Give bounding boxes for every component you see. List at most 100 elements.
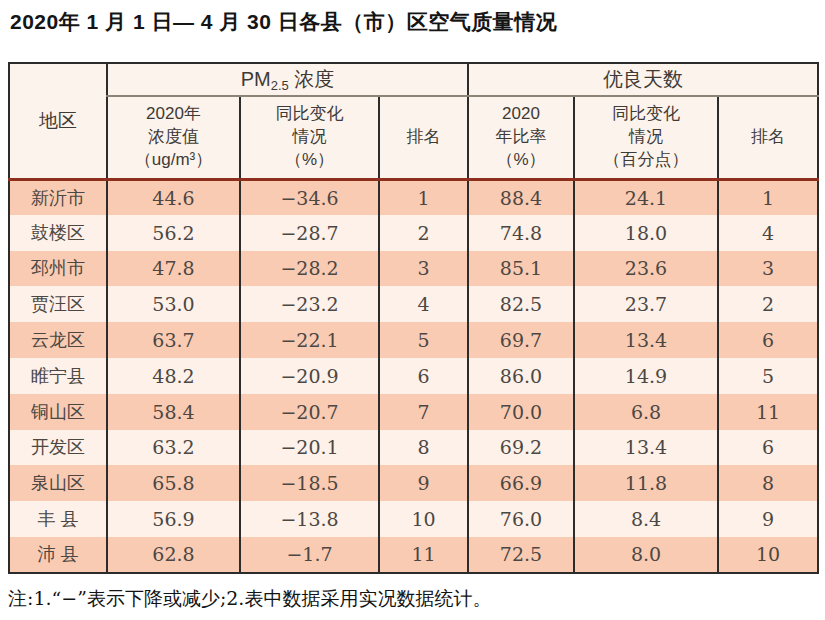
region-cell: 邳州市 xyxy=(9,251,107,287)
pm-rank-cell: 7 xyxy=(379,394,468,430)
table-row: 云龙区 63.7 −22.1 5 69.7 13.4 6 xyxy=(9,322,818,358)
good-ratio-cell: 82.5 xyxy=(468,286,574,322)
good-change-cell: 23.7 xyxy=(574,286,718,322)
good-ratio-header-line1: 2020 xyxy=(469,103,573,126)
pm-value-header-line3: （ug/m³） xyxy=(108,149,239,172)
region-cell: 云龙区 xyxy=(9,322,107,358)
pm-value-cell: 63.7 xyxy=(107,322,240,358)
good-change-cell: 13.4 xyxy=(574,430,718,466)
pm-value-cell: 58.4 xyxy=(107,394,240,430)
good-rank-cell: 3 xyxy=(718,251,818,287)
pm-change-cell: −13.8 xyxy=(240,501,379,537)
pm-change-cell: −34.6 xyxy=(240,179,379,215)
table-row: 鼓楼区 56.2 −28.7 2 74.8 18.0 4 xyxy=(9,215,818,251)
good-ratio-header-line3: （%） xyxy=(469,149,573,172)
good-rank-cell: 9 xyxy=(718,501,818,537)
good-rank-cell: 5 xyxy=(718,358,818,394)
pm-change-cell: −20.1 xyxy=(240,430,379,466)
good-rank-cell: 6 xyxy=(718,322,818,358)
good-ratio-cell: 85.1 xyxy=(468,251,574,287)
region-cell: 铜山区 xyxy=(9,394,107,430)
table-row: 邳州市 47.8 −28.2 3 85.1 23.6 3 xyxy=(9,251,818,287)
pm-value-cell: 48.2 xyxy=(107,358,240,394)
good-change-header-line1: 同比变化 xyxy=(575,103,717,126)
pm25-group-header: PM2.5 浓度 xyxy=(107,63,468,96)
pm-value-cell: 63.2 xyxy=(107,430,240,466)
pm-rank-cell: 4 xyxy=(379,286,468,322)
region-cell: 沛 县 xyxy=(9,537,107,573)
table-row: 泉山区 65.8 −18.5 9 66.9 11.8 8 xyxy=(9,465,818,501)
good-ratio-cell: 66.9 xyxy=(468,465,574,501)
pm-change-cell: −22.1 xyxy=(240,322,379,358)
good-change-cell: 14.9 xyxy=(574,358,718,394)
good-change-cell: 6.8 xyxy=(574,394,718,430)
pm-value-cell: 56.2 xyxy=(107,215,240,251)
good-rank-cell: 2 xyxy=(718,286,818,322)
region-cell: 睢宁县 xyxy=(9,358,107,394)
good-ratio-cell: 69.7 xyxy=(468,322,574,358)
pm-change-header-line1: 同比变化 xyxy=(241,103,378,126)
pm-value-cell: 56.9 xyxy=(107,501,240,537)
good-ratio-cell: 88.4 xyxy=(468,179,574,215)
pm-value-header: 2020年 浓度值 （ug/m³） xyxy=(107,96,240,179)
pm-rank-cell: 6 xyxy=(379,358,468,394)
table-row: 丰 县 56.9 −13.8 10 76.0 8.4 9 xyxy=(9,501,818,537)
good-days-group-header: 优良天数 xyxy=(468,63,818,96)
pm-value-cell: 53.0 xyxy=(107,286,240,322)
header-sub-row: 2020年 浓度值 （ug/m³） 同比变化 情况 （%） 排名 2020 年比… xyxy=(9,96,818,179)
good-rank-header: 排名 xyxy=(718,96,818,179)
region-cell: 鼓楼区 xyxy=(9,215,107,251)
good-ratio-header-line2: 年比率 xyxy=(469,126,573,149)
pm-rank-cell: 9 xyxy=(379,465,468,501)
good-rank-cell: 4 xyxy=(718,215,818,251)
pm-change-cell: −1.7 xyxy=(240,537,379,573)
pm-value-cell: 47.8 xyxy=(107,251,240,287)
pm-change-cell: −28.2 xyxy=(240,251,379,287)
good-ratio-cell: 69.2 xyxy=(468,430,574,466)
table-row: 睢宁县 48.2 −20.9 6 86.0 14.9 5 xyxy=(9,358,818,394)
table-header: 地区 PM2.5 浓度 优良天数 2020年 浓度值 （ug/m³） 同比变化 … xyxy=(9,63,818,179)
pm-value-header-line1: 2020年 xyxy=(108,103,239,126)
good-rank-cell: 8 xyxy=(718,465,818,501)
table-row: 新沂市 44.6 −34.6 1 88.4 24.1 1 xyxy=(9,179,818,215)
table-row: 铜山区 58.4 −20.7 7 70.0 6.8 11 xyxy=(9,394,818,430)
pm-value-cell: 65.8 xyxy=(107,465,240,501)
table-row: 沛 县 62.8 −1.7 11 72.5 8.0 10 xyxy=(9,537,818,573)
pm-rank-cell: 3 xyxy=(379,251,468,287)
good-change-cell: 8.4 xyxy=(574,501,718,537)
good-ratio-cell: 74.8 xyxy=(468,215,574,251)
good-ratio-header: 2020 年比率 （%） xyxy=(468,96,574,179)
pm-value-cell: 62.8 xyxy=(107,537,240,573)
region-cell: 丰 县 xyxy=(9,501,107,537)
good-change-cell: 23.6 xyxy=(574,251,718,287)
good-change-header: 同比变化 情况 （百分点） xyxy=(574,96,718,179)
air-quality-table: 地区 PM2.5 浓度 优良天数 2020年 浓度值 （ug/m³） 同比变化 … xyxy=(8,62,819,574)
pm-change-cell: −28.7 xyxy=(240,215,379,251)
pm-rank-cell: 11 xyxy=(379,537,468,573)
good-rank-cell: 1 xyxy=(718,179,818,215)
region-cell: 贾汪区 xyxy=(9,286,107,322)
good-rank-cell: 11 xyxy=(718,394,818,430)
pm-rank-cell: 1 xyxy=(379,179,468,215)
pm-change-cell: −23.2 xyxy=(240,286,379,322)
pm-rank-cell: 10 xyxy=(379,501,468,537)
pm-change-cell: −18.5 xyxy=(240,465,379,501)
good-ratio-cell: 76.0 xyxy=(468,501,574,537)
pm-change-header-line2: 情况 xyxy=(241,126,378,149)
good-change-header-line3: （百分点） xyxy=(575,149,717,172)
table-row: 贾汪区 53.0 −23.2 4 82.5 23.7 2 xyxy=(9,286,818,322)
good-rank-cell: 6 xyxy=(718,430,818,466)
region-cell: 新沂市 xyxy=(9,179,107,215)
pm-rank-cell: 5 xyxy=(379,322,468,358)
table-body: 新沂市 44.6 −34.6 1 88.4 24.1 1 鼓楼区 56.2 −2… xyxy=(9,179,818,573)
good-change-cell: 13.4 xyxy=(574,322,718,358)
region-cell: 开发区 xyxy=(9,430,107,466)
region-cell: 泉山区 xyxy=(9,465,107,501)
pm25-subscript: 2.5 xyxy=(271,78,289,93)
good-ratio-cell: 86.0 xyxy=(468,358,574,394)
good-change-cell: 11.8 xyxy=(574,465,718,501)
good-change-cell: 8.0 xyxy=(574,537,718,573)
good-change-cell: 18.0 xyxy=(574,215,718,251)
good-ratio-cell: 72.5 xyxy=(468,537,574,573)
pm-rank-header: 排名 xyxy=(379,96,468,179)
